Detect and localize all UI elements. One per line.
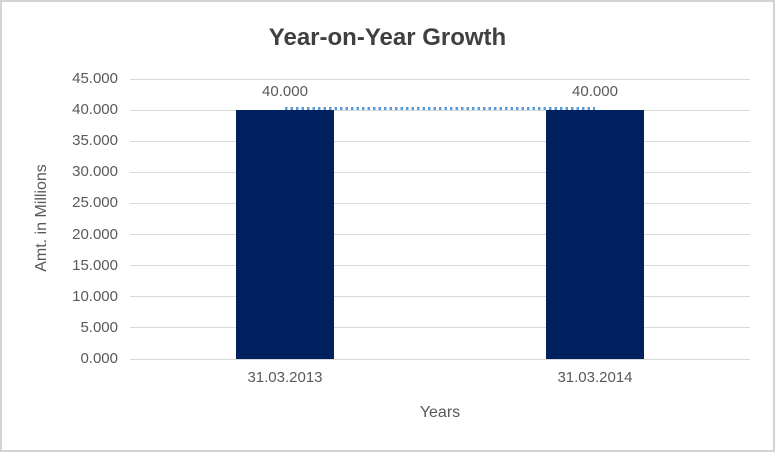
gridline — [130, 327, 750, 329]
gridline — [130, 234, 750, 236]
gridline — [130, 171, 750, 173]
gridline — [130, 265, 750, 267]
gridline — [130, 140, 750, 142]
x-axis-title: Years — [419, 404, 461, 421]
bar-data-label: 40.000 — [262, 83, 308, 101]
y-tick-label: 0.000 — [80, 350, 118, 367]
y-tick-label: 25.000 — [72, 194, 118, 212]
y-tick-label: 45.000 — [72, 70, 118, 87]
chart-title: Year-on-Year Growth — [268, 24, 507, 51]
x-tick-label: 31.03.2014 — [557, 369, 633, 386]
y-tick-label: 40.000 — [72, 101, 118, 119]
bar-data-label: 40.000 — [572, 83, 618, 101]
gridline — [130, 78, 750, 80]
x-tick-label: 31.03.2013 — [247, 369, 323, 386]
y-tick-label: 10.000 — [72, 287, 118, 305]
bar — [236, 110, 334, 359]
bar — [546, 110, 644, 359]
y-tick-label: 20.000 — [72, 225, 118, 243]
y-tick-label: 35.000 — [72, 132, 118, 150]
trend-dotted-line — [285, 107, 595, 111]
y-tick-label: 15.000 — [72, 256, 118, 274]
y-tick-label: 5.000 — [80, 318, 118, 336]
gridline — [130, 109, 750, 111]
gridline — [130, 358, 750, 360]
gridline — [130, 202, 750, 204]
gridline — [130, 296, 750, 298]
y-tick-label: 30.000 — [72, 163, 118, 181]
